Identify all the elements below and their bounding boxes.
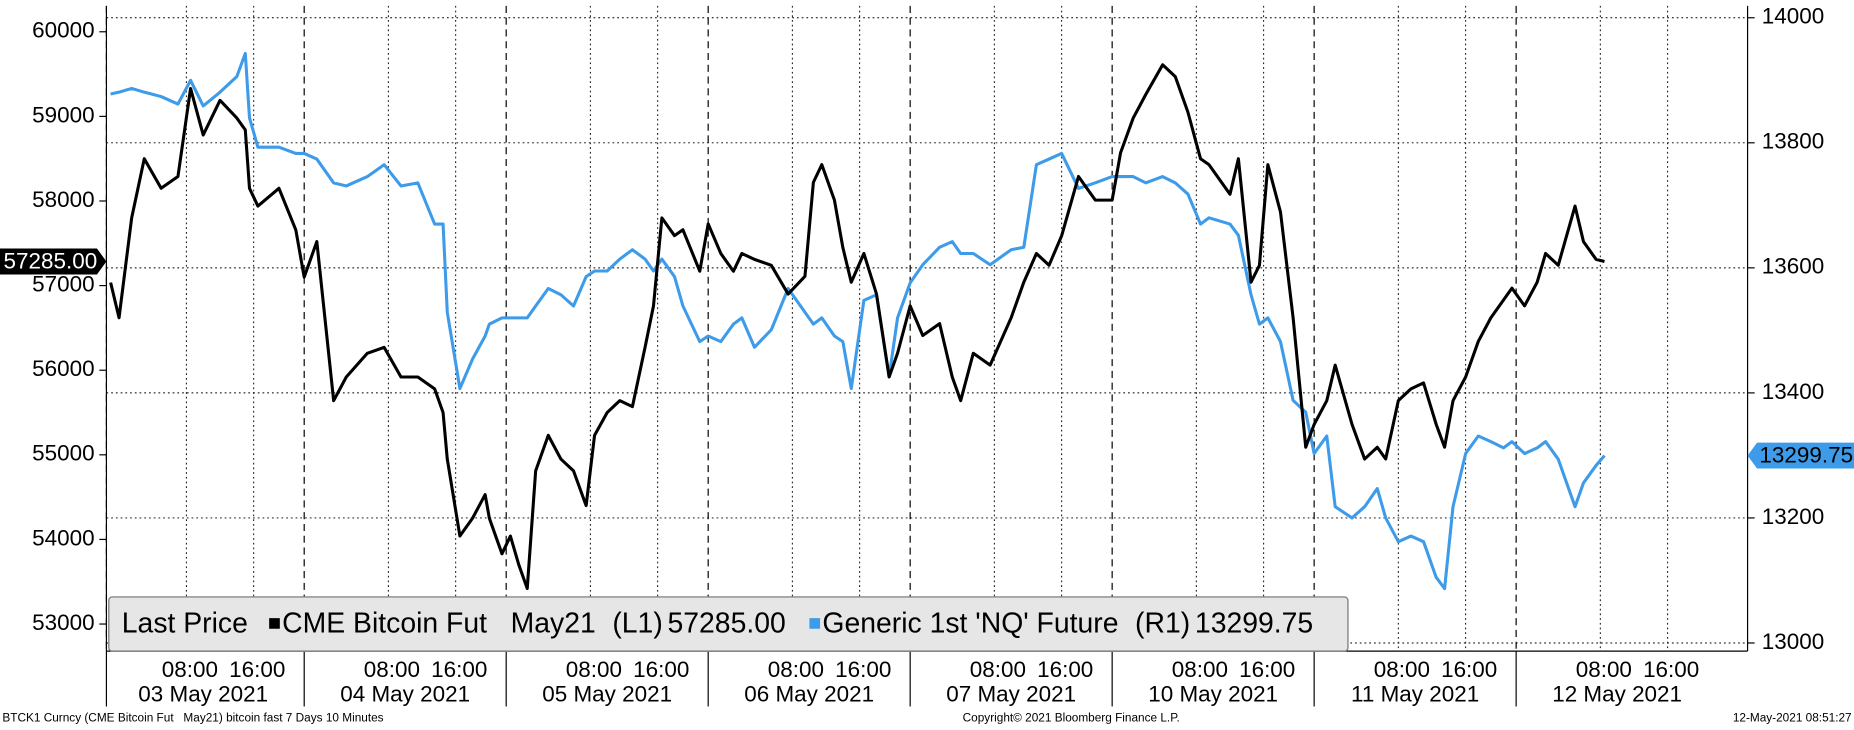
y2-tick-label: 13400 [1762,379,1824,404]
x-tick-label: 08:00 [162,657,218,682]
y-tick-label: 60000 [32,18,94,43]
series-line [110,51,1606,591]
y2-tick-label: 13600 [1762,254,1824,279]
x-tick-label: 08:00 [1374,657,1430,682]
y2-tick-label: 14000 [1762,4,1824,29]
y-tick-label: 59000 [32,102,94,127]
legend-entry: Generic 1st 'NQ' Future [822,607,1118,639]
legend-last-value: 13299.75 [1195,607,1313,639]
y-tick-label: 57000 [32,272,94,297]
legend-swatch [809,618,821,629]
y2-tick-label: 13000 [1762,629,1824,654]
y2-tick-label: 13200 [1762,504,1824,529]
x-tick-label: 16:00 [1643,657,1699,682]
legend-last-value: 57285.00 [667,607,785,639]
x-tick-label: 16:00 [431,657,487,682]
legend-axis-tag: (R1) [1135,607,1190,639]
y-tick-label: 55000 [32,441,94,466]
x-tick-label: 16:00 [835,657,891,682]
x-group-label: 07 May 2021 [946,682,1076,707]
footer-right: 12-May-2021 08:51:27 [1733,711,1852,724]
line-layer [109,51,1606,591]
last-value-tag [1747,442,1854,469]
last-value-label: 13299.75 [1759,443,1853,468]
x-group-label: 04 May 2021 [340,682,470,707]
x-tick-label: 16:00 [1239,657,1295,682]
series-line [109,63,1605,591]
legend-title: Last Price [122,607,248,639]
y2-tick-label: 13800 [1762,129,1824,154]
x-tick-label: 16:00 [1441,657,1497,682]
legend-axis-tag: (L1) [612,607,662,639]
x-group-label: 12 May 2021 [1552,682,1682,707]
x-group-label: 11 May 2021 [1351,682,1479,707]
x-tick-label: 08:00 [364,657,420,682]
label-layer: 13000 13200 13400 13600 13800 14000 53000 54000… [0,4,1854,724]
x-tick-label: 16:00 [1037,657,1093,682]
y-tick-label: 53000 [32,610,94,635]
grid-layer [105,5,1748,652]
x-tick-label: 08:00 [1576,657,1632,682]
y-tick-label: 54000 [32,525,94,550]
y-tick-label: 56000 [32,356,94,381]
legend-box [108,596,1349,652]
x-group-label: 03 May 2021 [138,682,268,707]
x-tick-label: 08:00 [566,657,622,682]
plot-area [106,5,1748,652]
x-tick-label: 16:00 [229,657,285,682]
last-value-label: 57285.00 [4,249,98,274]
footer-left: BTCK1 Curncy (CME Bitcoin Fut May21) bit… [2,711,383,724]
last-value-tag [0,248,107,275]
x-group-label: 10 May 2021 [1148,682,1278,707]
x-tick-label: 08:00 [768,657,824,682]
x-tick-label: 08:00 [1172,657,1228,682]
x-tick-label: 16:00 [633,657,689,682]
legend-swatch [269,618,280,629]
x-group-label: 05 May 2021 [542,682,672,707]
y-tick-label: 58000 [32,187,94,212]
footer-center: Copyright© 2021 Bloomberg Finance L.P. [963,711,1180,724]
x-tick-label: 08:00 [970,657,1026,682]
x-group-label: 06 May 2021 [744,682,874,707]
legend-entry: CME Bitcoin Fut May21 [282,607,596,639]
